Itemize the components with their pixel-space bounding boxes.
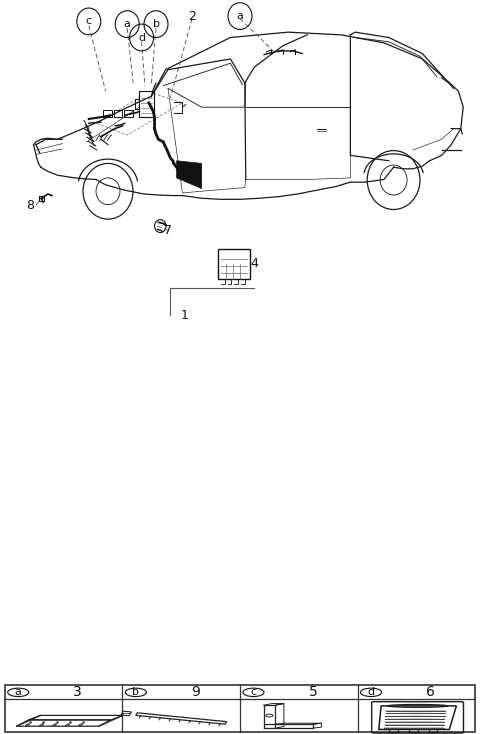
Text: b: b (132, 687, 139, 697)
Bar (103, 110, 112, 117)
Text: 7: 7 (164, 224, 172, 237)
Bar (121, 711, 132, 716)
Text: c: c (86, 16, 92, 26)
Bar (124, 110, 133, 117)
Text: 3: 3 (73, 686, 82, 700)
Text: a: a (124, 19, 131, 29)
Text: b: b (153, 19, 159, 29)
Bar (139, 91, 154, 117)
Text: 2: 2 (188, 10, 196, 23)
Text: d: d (368, 687, 374, 697)
Text: 4: 4 (251, 257, 258, 270)
Polygon shape (177, 161, 202, 189)
Text: 5: 5 (309, 686, 317, 700)
Text: 8: 8 (26, 199, 34, 211)
Text: 1: 1 (181, 308, 189, 321)
Bar (218, 249, 250, 279)
Bar (5, 686, 475, 732)
Text: a: a (15, 687, 22, 697)
Text: 6: 6 (426, 686, 435, 700)
Text: c: c (251, 687, 256, 697)
Text: 9: 9 (191, 686, 200, 700)
Text: d: d (138, 32, 145, 43)
Bar (114, 110, 122, 117)
Text: a: a (237, 11, 243, 21)
